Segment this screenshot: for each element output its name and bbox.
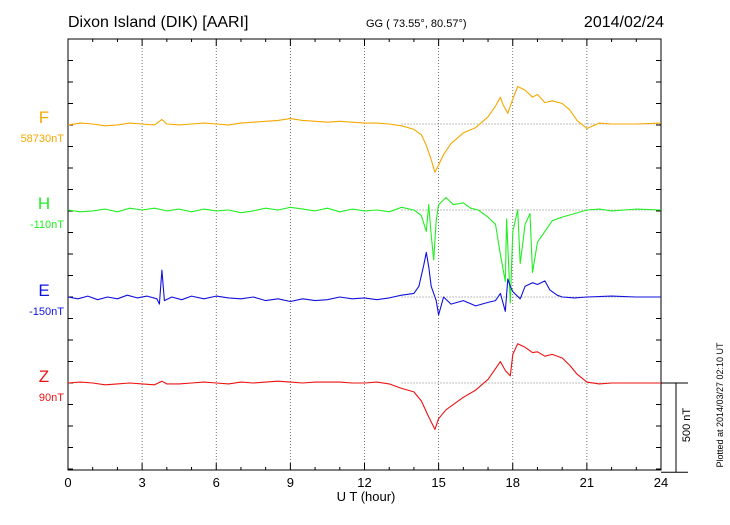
trace-z xyxy=(67,343,661,430)
plotted-timestamp: Plotted at 2014/03/27 02:10 UT xyxy=(715,342,725,468)
series-baseline-h: -110nT xyxy=(30,219,64,231)
series-baseline-f: 58730nT xyxy=(21,133,65,145)
trace-h xyxy=(67,196,662,304)
series-baseline-e: -150nT xyxy=(29,306,64,318)
series-label-e: E xyxy=(38,281,49,300)
trace-f xyxy=(67,85,662,173)
x-tick-label: 6 xyxy=(213,475,220,490)
x-tick-label: 12 xyxy=(357,475,371,490)
x-axis-label: U T (hour) xyxy=(337,489,396,504)
series-label-h: H xyxy=(38,194,50,213)
x-tick-label: 24 xyxy=(654,475,668,490)
x-tick-label: 15 xyxy=(431,475,445,490)
station-coords: GG ( 73.55°, 80.57°) xyxy=(366,18,467,30)
series-label-f: F xyxy=(39,108,49,127)
scale-bar-label: 500 nT xyxy=(681,408,693,443)
x-tick-label: 0 xyxy=(64,475,71,490)
x-tick-label: 3 xyxy=(139,475,146,490)
x-tick-label: 9 xyxy=(287,475,294,490)
series-baseline-z: 90nT xyxy=(39,392,64,404)
trace-e xyxy=(67,251,661,316)
x-tick-label: 21 xyxy=(580,475,594,490)
station-title: Dixon Island (DIK) [AARI] xyxy=(68,14,249,31)
series-label-z: Z xyxy=(39,367,49,386)
plot-date: 2014/02/24 xyxy=(584,14,664,31)
x-tick-label: 18 xyxy=(506,475,520,490)
